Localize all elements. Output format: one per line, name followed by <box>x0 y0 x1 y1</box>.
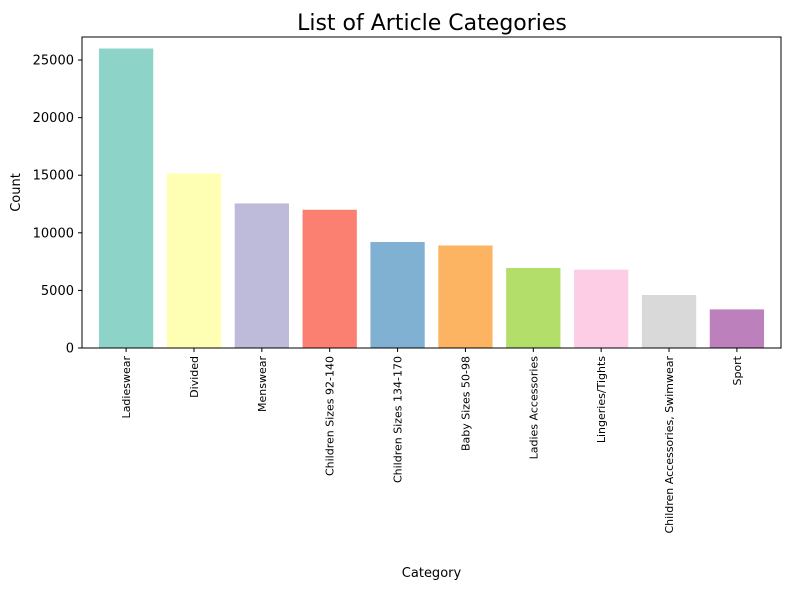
x-tick-label-8: Children Accessories, Swimwear <box>663 356 676 534</box>
bar-5 <box>438 245 493 348</box>
x-axis-ticks: Ladieswear Divided Menswear Children Sizes … <box>120 348 744 534</box>
bars <box>98 48 765 349</box>
plot-area-frame <box>81 36 782 349</box>
y-tick-label-3: 15000 <box>33 169 74 184</box>
x-tick-label-5: Baby Sizes 50-98 <box>459 356 472 451</box>
x-tick-label-4: Children Sizes 134-170 <box>392 356 405 483</box>
x-tick-label-2: Menswear <box>256 356 269 412</box>
y-axis-label: Count <box>9 173 24 212</box>
y-tick-label-2: 10000 <box>33 226 74 241</box>
bar-2 <box>234 203 289 348</box>
bar-1 <box>166 173 222 348</box>
y-tick-label-5: 25000 <box>33 54 74 69</box>
bar-3 <box>302 209 357 348</box>
bar-7 <box>574 269 629 348</box>
bar-0 <box>98 48 154 349</box>
bar-8 <box>641 295 697 348</box>
y-axis-ticks: 0 5000 10000 15000 20000 25000 <box>33 54 82 357</box>
bar-9 <box>709 309 765 348</box>
chart-title: List of Article Categories <box>297 11 567 36</box>
x-tick-label-9: Sport <box>731 355 744 385</box>
x-tick-label-7: Lingeries/Tights <box>595 356 608 443</box>
x-tick-label-3: Children Sizes 92-140 <box>324 356 337 476</box>
x-tick-label-1: Divided <box>188 356 201 398</box>
y-tick-label-1: 5000 <box>41 284 74 299</box>
bar-6 <box>506 267 561 348</box>
y-tick-label-4: 20000 <box>33 111 74 126</box>
x-axis-label: Category <box>402 566 462 581</box>
x-tick-label-6: Ladies Accessories <box>527 356 540 460</box>
y-tick-label-0: 0 <box>66 342 74 357</box>
x-tick-label-0: Ladieswear <box>120 356 133 419</box>
bar-4 <box>370 242 425 348</box>
